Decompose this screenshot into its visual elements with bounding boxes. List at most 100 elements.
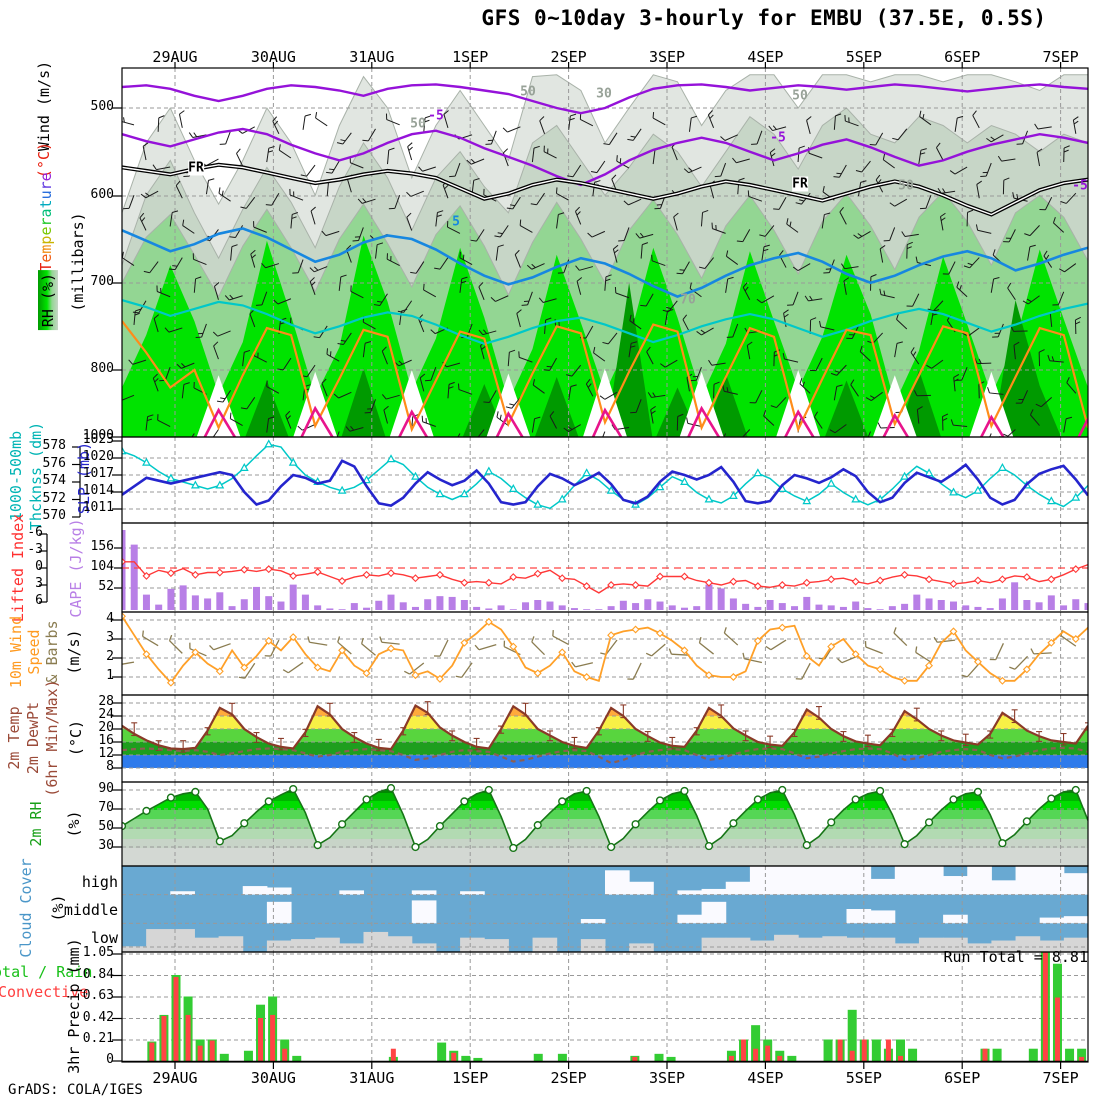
axis-label-temperature: Temperature (37, 172, 55, 272)
tick-rh2m: 70 (98, 800, 114, 815)
tick-rh2m: 50 (98, 819, 114, 834)
axis-label-cloud-cover: Cloud Cover (17, 858, 35, 958)
tick-thickness: 576 (42, 455, 66, 471)
tick-lifted-index: -6 (27, 525, 43, 540)
tick-lifted-index: 0 (35, 559, 43, 574)
date-label-top: 31AUG (349, 48, 395, 66)
contour-label--5: -5 (1072, 178, 1088, 194)
axis-label-10m-wind: 10m Wind (7, 615, 25, 689)
grads-credit: GrADS: COLA/IGES (8, 1082, 143, 1098)
panel-cloud-cover (122, 866, 1088, 952)
cloud-row-high: high (81, 873, 118, 891)
date-label-bottom: 1SEP (452, 1069, 489, 1087)
date-label-bottom: 4SEP (747, 1069, 784, 1087)
axis-label-speed: Speed (25, 629, 43, 675)
panel-cape-lifted-index (122, 523, 1088, 612)
tick-temp2m: 8 (106, 759, 114, 774)
contour-label-50: 50 (410, 116, 426, 132)
contour-label-fr: FR (792, 176, 808, 192)
panel-2m-temperature (122, 695, 1088, 782)
date-label-top: 6SEP (944, 48, 981, 66)
tick-millibars: 500 (90, 99, 114, 114)
axis-label-ms: (m/s) (65, 629, 83, 675)
contour-label-50: 50 (520, 84, 536, 100)
tick-precip: 1.05 (82, 945, 114, 960)
tick-thickness: 574 (42, 473, 66, 488)
tick-wind10: 3 (106, 630, 114, 645)
tick-rh2m: 30 (98, 838, 114, 853)
tick-slp: 1020 (82, 449, 114, 464)
tick-slp: 1014 (82, 483, 114, 498)
tick-precip: 0.63 (82, 988, 114, 1003)
panel-2m-rh (122, 782, 1088, 866)
contour-label-50: 50 (792, 88, 808, 104)
panel-slp-thickness (122, 437, 1088, 523)
date-label-bottom: 5SEP (845, 1069, 882, 1087)
tick-wind10: 4 (106, 611, 114, 626)
axis-label-lifted-index: Lifted Index (9, 513, 27, 623)
panel-3hr-precip (122, 952, 1088, 1062)
run-total-label: Run Total = 8.81 (943, 948, 1089, 966)
date-label-top: 4SEP (747, 48, 784, 66)
tick-millibars: 700 (90, 274, 114, 289)
contour-label-fr: FR (188, 160, 204, 176)
tick-lifted-index: 6 (35, 593, 43, 608)
contour-label-50: 50 (898, 178, 914, 194)
date-label-bottom: 31AUG (349, 1069, 395, 1087)
tick-slp: 1023 (82, 432, 114, 447)
tick-cape: 104 (90, 559, 114, 574)
tick-precip: 0.21 (82, 1031, 114, 1046)
tick-temp2m: 16 (98, 733, 114, 748)
tick-temp2m: 24 (98, 707, 114, 722)
contour-label--5: -5 (770, 130, 786, 146)
panel-upper-air (122, 68, 1088, 437)
tick-thickness: 578 (42, 438, 66, 453)
tick-precip: 0.84 (82, 966, 114, 982)
precip-legend-convective: Convective (0, 983, 89, 1001)
precip-legend-total: Total / Rain (0, 963, 93, 981)
page-title: GFS 0~10day 3-hourly for EMBU (37.5E, 0.… (481, 6, 1047, 30)
date-label-top: 30AUG (250, 48, 296, 66)
axis-label-2m-rh: 2m RH (27, 801, 45, 847)
date-label-top: 2SEP (550, 48, 587, 66)
date-label-bottom: 30AUG (250, 1069, 296, 1087)
axis-label-wind: Wind (m/s) (35, 60, 53, 152)
tick-precip: 0 (106, 1052, 114, 1067)
date-label-bottom: 6SEP (944, 1069, 981, 1087)
tick-millibars: 800 (90, 361, 114, 376)
tick-wind10: 1 (106, 668, 114, 683)
tick-temp2m: 12 (98, 746, 114, 761)
axis-label-rh: RH (%) (38, 269, 58, 331)
tick-temp2m: 28 (98, 694, 114, 709)
contour-label-70: 70 (680, 292, 696, 308)
date-label-bottom: 3SEP (648, 1069, 686, 1087)
date-label-top: 3SEP (648, 48, 686, 66)
tick-millibars: 600 (90, 187, 114, 202)
tick-slp: 1017 (82, 466, 114, 481)
axis-label-6hr-minmax: (6hr Min/Max) (43, 679, 61, 797)
date-label-bottom: 2SEP (550, 1069, 587, 1087)
tick-precip: 0.42 (82, 1009, 114, 1025)
axis-label-2m-dewpt: 2m DewPt (24, 701, 42, 775)
date-label-top: 1SEP (452, 48, 489, 66)
tick-thickness: 572 (42, 490, 66, 506)
tick-rh2m: 90 (98, 781, 114, 796)
tick-cape: 156 (90, 539, 114, 554)
cloud-row-middle: middle (63, 901, 118, 919)
axis-label-millibars: (millibars) (69, 212, 87, 312)
tick-thickness: 570 (42, 508, 66, 523)
tick-lifted-index: -3 (27, 542, 43, 557)
axis-label-degc-2m: (°C) (67, 719, 85, 757)
date-label-bottom: 7SEP (1042, 1069, 1079, 1087)
axis-label-2m-temp: 2m Temp (5, 706, 23, 770)
cloud-row-low: low (90, 929, 118, 947)
date-label-top: 29AUG (152, 48, 198, 66)
date-label-bottom: 29AUG (152, 1069, 198, 1087)
axis-label-thickness-1: 1000-500mb (7, 430, 25, 522)
date-label-top: 7SEP (1042, 48, 1079, 66)
tick-cape: 52 (98, 579, 114, 594)
contour-label--5: -5 (428, 108, 444, 124)
date-label-top: 5SEP (845, 48, 882, 66)
